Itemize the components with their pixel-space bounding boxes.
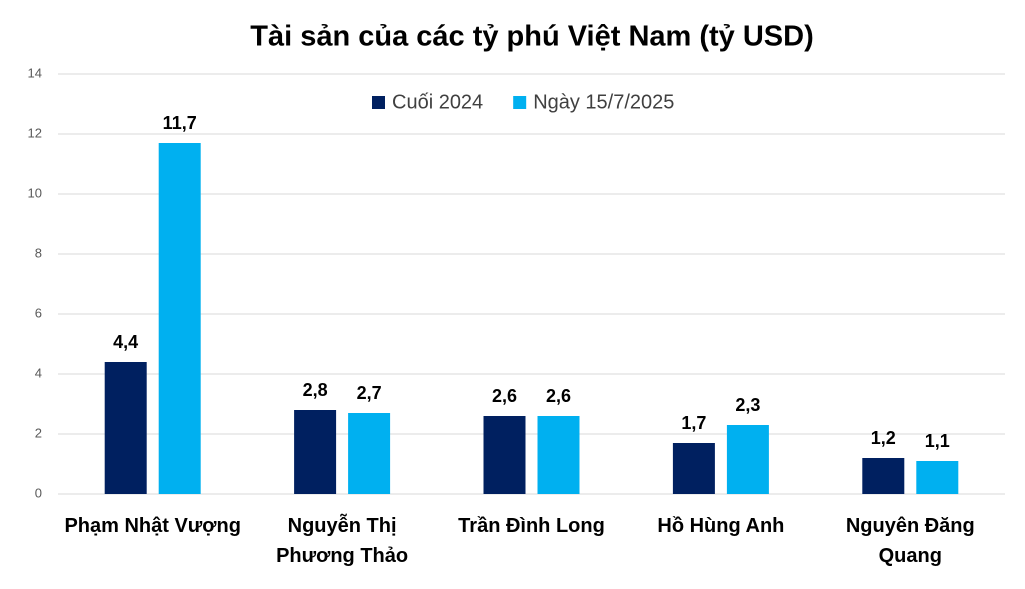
value-label: 2,8 <box>303 380 328 400</box>
legend-label: Ngày 15/7/2025 <box>533 91 674 113</box>
bar <box>348 413 391 494</box>
value-label: 2,6 <box>546 386 571 406</box>
bar <box>537 416 580 494</box>
bar <box>672 443 715 494</box>
y-tick-label: 8 <box>35 245 42 260</box>
bar <box>294 410 337 494</box>
value-label: 11,7 <box>163 113 197 133</box>
y-tick-label: 6 <box>35 305 42 320</box>
value-label: 2,7 <box>357 383 382 403</box>
bar <box>483 416 526 494</box>
x-tick-label: Phạm Nhật Vượng <box>64 515 241 537</box>
x-tick-label: Nguyễn Thị Phương Thảo <box>276 515 409 567</box>
bar <box>862 458 905 494</box>
y-tick-label: 12 <box>28 125 42 140</box>
x-tick-label: Hồ Hùng Anh <box>657 515 785 537</box>
legend-swatch <box>513 96 527 109</box>
legend-label: Cuối 2024 <box>392 91 483 113</box>
legend-swatch <box>372 96 385 109</box>
y-tick-label: 14 <box>28 65 42 80</box>
value-label: 2,3 <box>735 395 760 415</box>
y-tick-label: 10 <box>28 185 42 200</box>
y-tick-label: 2 <box>35 425 42 440</box>
x-tick-label: Trần Đình Long <box>458 515 605 537</box>
bar <box>916 461 959 494</box>
x-tick-label: Nguyên Đăng Quang <box>845 515 975 567</box>
y-tick-label: 4 <box>35 365 42 380</box>
value-label: 1,2 <box>871 428 896 448</box>
value-label: 4,4 <box>113 332 138 352</box>
chart-title: Tài sản của các tỷ phú Việt Nam (tỷ USD) <box>250 21 814 53</box>
bar <box>104 362 147 494</box>
y-tick-label: 0 <box>35 485 42 500</box>
value-label: 2,6 <box>492 386 517 406</box>
bar <box>726 425 769 494</box>
value-label: 1,7 <box>681 413 706 433</box>
value-label: 1,1 <box>925 431 950 451</box>
bar <box>158 143 201 494</box>
